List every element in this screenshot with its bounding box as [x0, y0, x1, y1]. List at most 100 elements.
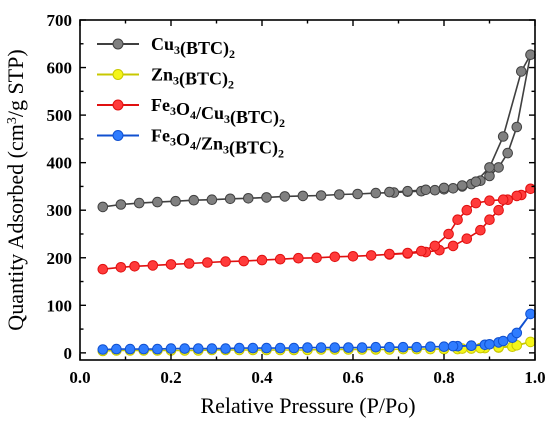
data-point	[329, 251, 341, 263]
x-tick-label: 0.4	[251, 368, 273, 387]
legend-subscript: 3	[173, 74, 179, 88]
legend-subscript: 2	[229, 47, 235, 61]
legend-item: Zn3(BTC)2	[97, 65, 234, 92]
y-tick-label: 600	[47, 59, 73, 78]
data-point	[115, 199, 127, 210]
data-point	[411, 341, 423, 353]
legend-marker	[112, 38, 124, 50]
legend-subscript: 3	[170, 135, 176, 149]
data-point	[261, 342, 272, 354]
data-point	[470, 176, 482, 187]
legend-subscript: 4	[190, 139, 196, 153]
data-point	[470, 197, 482, 209]
legend-text-part: O	[176, 99, 190, 119]
data-point	[261, 192, 272, 203]
data-point	[115, 262, 127, 273]
data-point	[365, 250, 377, 261]
y-tick-label: 500	[47, 106, 73, 125]
data-point	[133, 197, 145, 209]
legend-item: Fe3O4/Zn3(BTC)2	[97, 126, 284, 161]
legend-subscript: 3	[174, 43, 180, 57]
x-tick-label: 1.0	[524, 368, 545, 387]
data-point	[493, 204, 504, 216]
data-point	[183, 258, 195, 269]
legend-marker	[112, 99, 124, 111]
series-2	[97, 183, 536, 275]
data-point	[397, 341, 409, 353]
data-point	[343, 342, 354, 353]
legend-text-part: /Cu	[195, 103, 224, 123]
y-axis-title: Quantity Adsorbed (cm3/g STP)	[3, 49, 28, 330]
data-point	[402, 185, 413, 197]
data-point	[220, 343, 231, 354]
data-point	[347, 250, 359, 262]
data-point	[452, 214, 463, 225]
data-point	[188, 194, 200, 206]
x-tick-label: 0.0	[69, 368, 90, 387]
y-tick-label: 200	[47, 249, 73, 268]
series-line-adsorption	[102, 188, 531, 270]
data-point	[293, 252, 304, 264]
series-3	[97, 308, 536, 355]
data-point	[279, 191, 291, 202]
legend-text-part: Fe	[151, 95, 170, 115]
data-point	[384, 186, 395, 198]
legend-text-part: /Zn	[195, 134, 223, 154]
legend-label: Zn3(BTC)2	[151, 65, 234, 92]
data-point	[493, 162, 504, 173]
data-point	[502, 147, 514, 159]
data-point	[525, 336, 536, 348]
data-point	[224, 193, 236, 205]
data-point	[297, 190, 309, 202]
data-point	[484, 162, 495, 173]
data-point	[511, 190, 523, 202]
axes: 0.0 0.2 0.4 0.6 0.8 1.0 0 100 200 300 400 500 600 700	[47, 11, 546, 387]
data-point	[456, 180, 468, 191]
legend-text-part: (BTC)	[229, 138, 278, 159]
data-point	[525, 183, 536, 195]
data-point	[206, 343, 218, 354]
y-tick-label: 300	[47, 201, 73, 220]
data-point	[302, 342, 313, 353]
data-point	[384, 341, 395, 353]
data-point	[202, 257, 213, 268]
data-point	[165, 259, 177, 270]
y-tick-label: 100	[47, 296, 73, 315]
legend-text-part: O	[176, 130, 190, 150]
data-point	[288, 342, 300, 354]
data-point	[329, 342, 341, 353]
data-point	[447, 340, 459, 352]
series-line-desorption	[389, 54, 532, 193]
legend-subscript: 3	[223, 143, 229, 157]
data-point	[425, 341, 436, 353]
legend: Cu3(BTC)2Zn3(BTC)2Fe3O4/Cu3(BTC)2Fe3O4/Z…	[97, 34, 285, 161]
plot-frame	[79, 19, 536, 361]
series-0	[97, 49, 536, 213]
legend-subscript: 2	[228, 78, 234, 92]
y-axis-title-superscript: 3	[5, 117, 20, 124]
plot-area	[97, 49, 536, 357]
legend-marker	[112, 130, 124, 141]
legend-text-part: (BTC)	[230, 107, 279, 128]
data-point	[497, 194, 509, 205]
y-axis-title-main: Quantity Adsorbed (cm	[3, 124, 28, 331]
y-tick-label: 400	[47, 154, 73, 173]
data-point	[138, 343, 149, 355]
legend-item: Fe3O4/Cu3(BTC)2	[97, 95, 285, 130]
data-point	[124, 343, 136, 355]
data-point	[429, 184, 441, 196]
data-point	[152, 196, 163, 208]
data-point	[274, 253, 286, 265]
data-point	[525, 49, 536, 61]
data-point	[315, 342, 327, 353]
data-point	[438, 182, 450, 194]
x-tick-label: 0.6	[342, 368, 363, 387]
data-point	[466, 340, 477, 352]
data-point	[475, 224, 486, 236]
data-point	[152, 343, 163, 355]
data-point	[370, 187, 382, 199]
data-point	[274, 342, 286, 354]
data-point	[484, 214, 495, 225]
data-point	[438, 341, 450, 353]
